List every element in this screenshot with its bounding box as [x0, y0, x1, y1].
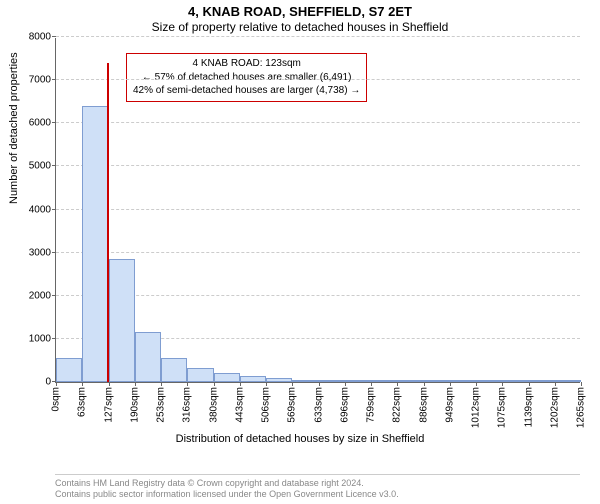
x-tick-mark: [424, 382, 425, 386]
x-tick-label: 0sqm: [51, 387, 62, 411]
x-tick-label: 190sqm: [129, 387, 140, 423]
x-tick-mark: [371, 382, 372, 386]
histogram-bar: [450, 380, 476, 382]
x-tick-label: 696sqm: [339, 387, 350, 423]
y-tick-label: 1000: [29, 333, 56, 344]
chart-title-sub: Size of property relative to detached ho…: [0, 20, 600, 34]
x-tick-mark: [397, 382, 398, 386]
x-tick-label: 380sqm: [208, 387, 219, 423]
x-tick-label: 1202sqm: [549, 387, 560, 428]
x-tick-label: 1139sqm: [523, 387, 534, 427]
annotation-line3: 42% of semi-detached houses are larger (…: [133, 84, 360, 98]
x-tick-mark: [450, 382, 451, 386]
histogram-bar: [476, 380, 502, 382]
x-tick-mark: [555, 382, 556, 386]
histogram-bar: [371, 380, 397, 382]
x-tick-mark: [135, 382, 136, 386]
histogram-bar: [266, 378, 292, 382]
histogram-bar: [502, 380, 528, 382]
x-tick-mark: [345, 382, 346, 386]
x-tick-mark: [319, 382, 320, 386]
histogram-bar: [292, 380, 318, 382]
histogram-bar: [529, 380, 555, 382]
x-tick-label: 506sqm: [261, 387, 272, 423]
footer: Contains HM Land Registry data © Crown c…: [55, 474, 580, 501]
x-tick-label: 1075sqm: [497, 387, 508, 428]
histogram-bar: [109, 259, 135, 382]
grid-line: [56, 252, 580, 253]
x-tick-label: 886sqm: [418, 387, 429, 423]
x-tick-label: 63sqm: [77, 387, 88, 417]
x-tick-mark: [292, 382, 293, 386]
x-tick-label: 759sqm: [366, 387, 377, 423]
x-tick-mark: [529, 382, 530, 386]
histogram-bar: [240, 376, 266, 382]
x-tick-mark: [82, 382, 83, 386]
annotation-line2: ← 57% of detached houses are smaller (6,…: [133, 71, 360, 85]
x-tick-mark: [109, 382, 110, 386]
histogram-bar: [187, 368, 213, 382]
grid-line: [56, 122, 580, 123]
histogram-bar: [214, 373, 240, 382]
grid-line: [56, 79, 580, 80]
x-tick-label: 316sqm: [182, 387, 193, 423]
histogram-bar: [56, 358, 82, 382]
x-tick-label: 569sqm: [287, 387, 298, 423]
x-tick-label: 633sqm: [313, 387, 324, 423]
property-marker-line: [107, 63, 109, 382]
x-tick-label: 1012sqm: [471, 387, 482, 428]
x-axis-label: Distribution of detached houses by size …: [0, 433, 600, 445]
y-tick-label: 2000: [29, 290, 56, 301]
x-tick-mark: [161, 382, 162, 386]
histogram-bar: [161, 358, 187, 382]
y-tick-label: 8000: [29, 32, 56, 43]
histogram-bar: [397, 380, 423, 382]
x-tick-mark: [581, 382, 582, 386]
annotation-line1: 4 KNAB ROAD: 123sqm: [133, 57, 360, 71]
x-tick-mark: [476, 382, 477, 386]
x-tick-mark: [240, 382, 241, 386]
footer-line2: Contains public sector information licen…: [55, 489, 580, 501]
chart-title-main: 4, KNAB ROAD, SHEFFIELD, S7 2ET: [0, 4, 600, 19]
plot-area: 4 KNAB ROAD: 123sqm ← 57% of detached ho…: [55, 38, 580, 383]
x-tick-mark: [502, 382, 503, 386]
y-tick-label: 0: [45, 377, 56, 388]
x-tick-label: 127sqm: [103, 387, 114, 423]
footer-line1: Contains HM Land Registry data © Crown c…: [55, 478, 580, 490]
x-tick-label: 253sqm: [156, 387, 167, 423]
histogram-bar: [345, 380, 371, 382]
x-tick-mark: [214, 382, 215, 386]
y-axis-label: Number of detached properties: [8, 52, 20, 204]
y-tick-label: 3000: [29, 247, 56, 258]
y-tick-label: 5000: [29, 161, 56, 172]
x-tick-mark: [187, 382, 188, 386]
histogram-bar: [82, 106, 108, 382]
x-tick-label: 443sqm: [234, 387, 245, 423]
y-tick-label: 4000: [29, 204, 56, 215]
histogram-bar: [424, 380, 450, 382]
x-tick-label: 822sqm: [392, 387, 403, 423]
x-tick-mark: [56, 382, 57, 386]
grid-line: [56, 209, 580, 210]
grid-line: [56, 36, 580, 37]
grid-line: [56, 165, 580, 166]
x-tick-mark: [266, 382, 267, 386]
y-tick-label: 7000: [29, 75, 56, 86]
histogram-bar: [135, 332, 161, 382]
histogram-bar: [555, 380, 581, 382]
histogram-bar: [319, 380, 345, 382]
x-tick-label: 1265sqm: [576, 387, 587, 428]
annotation-box: 4 KNAB ROAD: 123sqm ← 57% of detached ho…: [126, 53, 367, 102]
y-tick-label: 6000: [29, 118, 56, 129]
x-tick-label: 949sqm: [444, 387, 455, 423]
